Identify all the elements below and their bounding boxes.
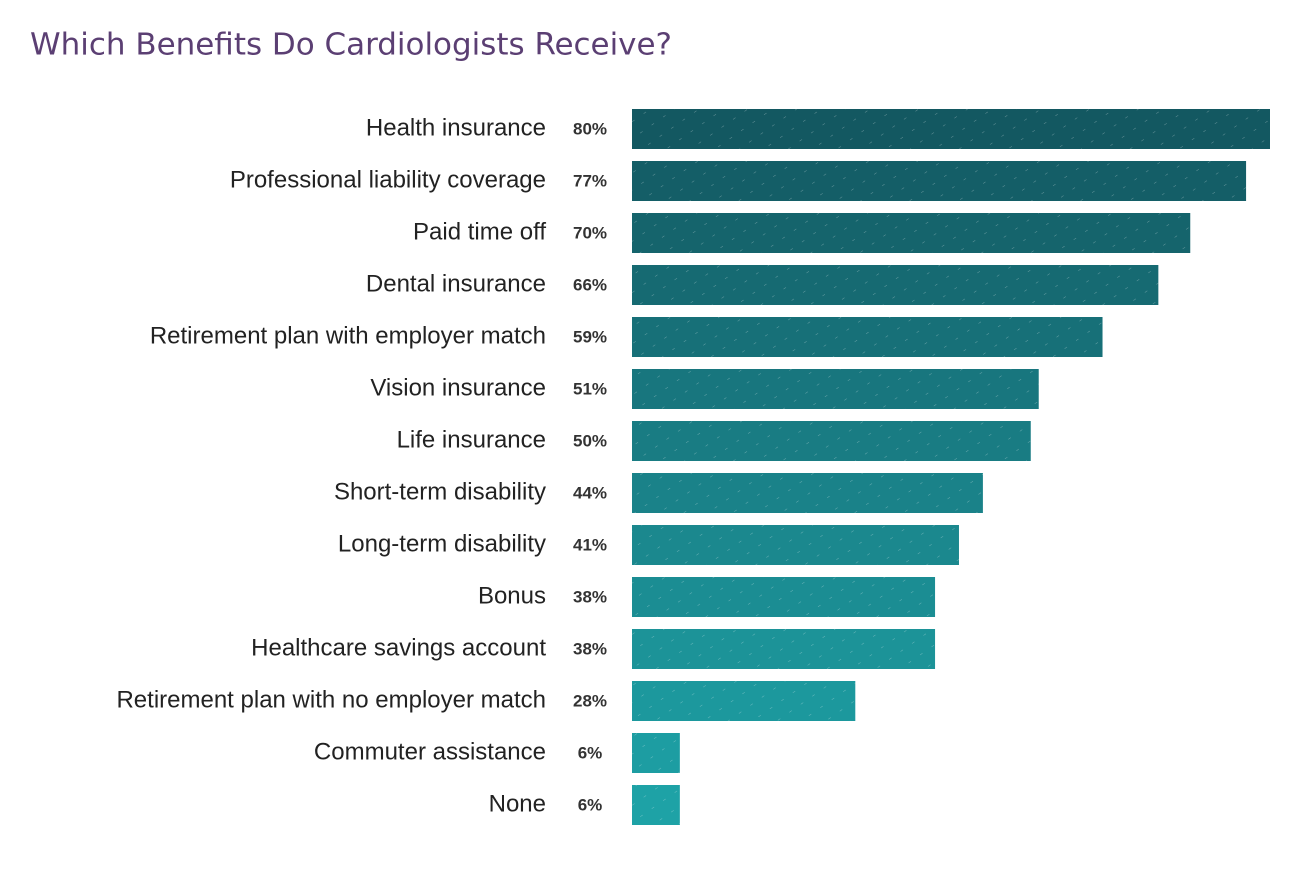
value-label: 80% [573, 119, 607, 138]
bar [632, 629, 936, 669]
category-label: Paid time off [413, 218, 546, 245]
bar [632, 213, 1191, 253]
chart-title: Which Benefits Do Cardiologists Receive? [30, 28, 672, 63]
category-label: Retirement plan with no employer match [116, 686, 546, 713]
value-label: 50% [573, 431, 607, 450]
bar [632, 525, 959, 565]
bar [632, 317, 1103, 357]
category-label: Health insurance [366, 114, 546, 141]
category-label: Commuter assistance [314, 738, 546, 765]
category-label: Life insurance [397, 426, 546, 453]
category-label: Bonus [478, 582, 546, 609]
bar [632, 109, 1270, 149]
value-label: 59% [573, 327, 607, 346]
value-label: 51% [573, 379, 607, 398]
value-label: 41% [573, 535, 607, 554]
category-label: Retirement plan with employer match [150, 322, 546, 349]
value-label: 44% [573, 483, 607, 502]
value-label: 28% [573, 691, 607, 710]
category-label: Healthcare savings account [251, 634, 546, 661]
bar [632, 681, 856, 721]
value-label: 6% [578, 743, 603, 762]
bar [632, 733, 680, 773]
bar [632, 265, 1159, 305]
value-label: 38% [573, 639, 607, 658]
bar [632, 421, 1031, 461]
value-label: 66% [573, 275, 607, 294]
value-label: 77% [573, 171, 607, 190]
value-label: 6% [578, 795, 603, 814]
bar [632, 161, 1247, 201]
category-label: Professional liability coverage [230, 166, 546, 193]
category-label: Short-term disability [334, 478, 546, 505]
category-label: Vision insurance [370, 374, 546, 401]
bar [632, 473, 983, 513]
category-label: Dental insurance [366, 270, 546, 297]
value-label: 70% [573, 223, 607, 242]
category-label: None [489, 790, 546, 817]
bar [632, 369, 1039, 409]
bar [632, 577, 936, 617]
value-label: 38% [573, 587, 607, 606]
bar [632, 785, 680, 825]
category-label: Long-term disability [338, 530, 546, 557]
